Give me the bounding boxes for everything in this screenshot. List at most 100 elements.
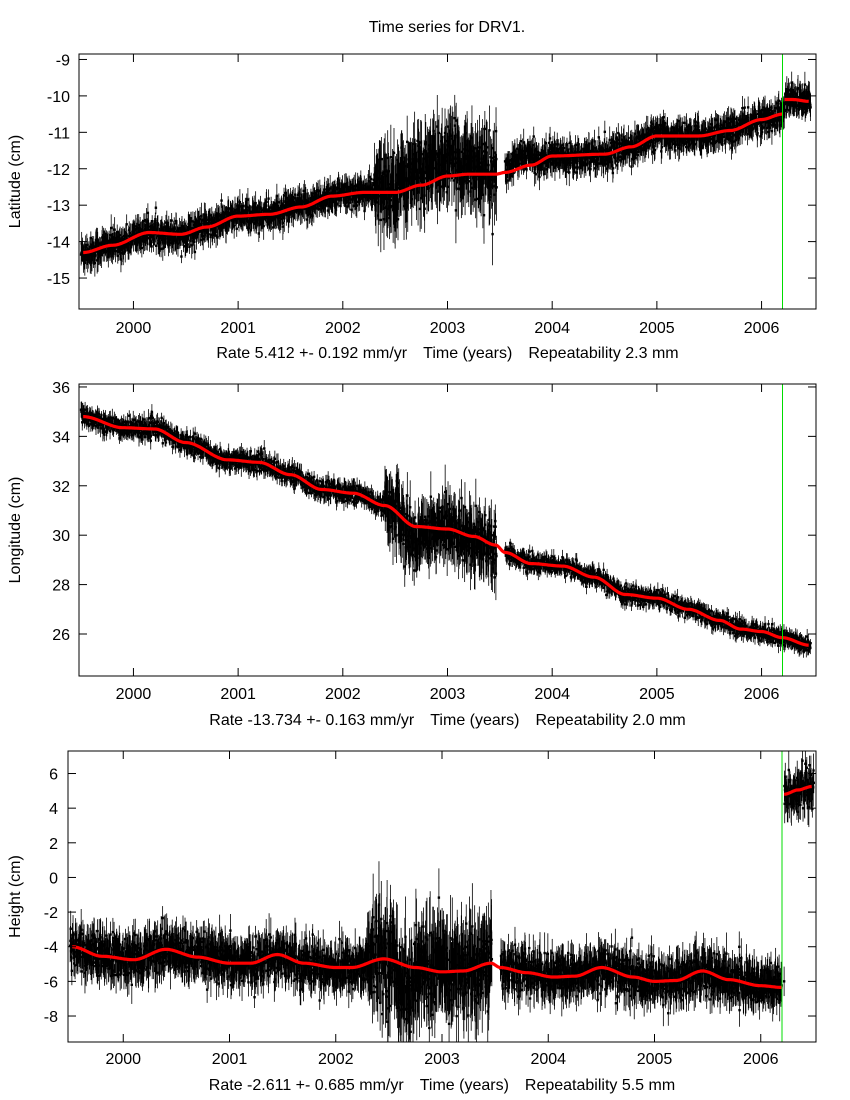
data-point [644, 133, 647, 136]
data-point [756, 122, 760, 126]
data-point [495, 186, 498, 189]
data-point [575, 171, 578, 174]
data-point [172, 238, 175, 242]
data-point [300, 212, 304, 215]
data-point [615, 164, 619, 167]
data-point [181, 238, 184, 241]
data-point [533, 171, 536, 175]
data-point [561, 143, 564, 147]
data-point [452, 156, 455, 159]
data-point [407, 178, 410, 181]
data-point [657, 128, 661, 132]
data-point [188, 222, 191, 226]
data-point [118, 245, 121, 248]
data-point [611, 139, 614, 142]
data-point [515, 160, 519, 163]
data-point [187, 221, 191, 224]
data-point [464, 131, 467, 135]
data-point [729, 117, 733, 121]
data-point [631, 157, 634, 161]
data-point [109, 233, 112, 237]
data-point [609, 157, 613, 161]
data-point [506, 163, 509, 166]
data-point [333, 189, 337, 193]
data-point [216, 212, 219, 215]
data-point [357, 200, 360, 204]
data-point [460, 150, 464, 154]
data-point [760, 113, 764, 116]
data-point [190, 244, 193, 247]
data-point [322, 203, 325, 206]
data-point [106, 239, 109, 242]
data-point [140, 246, 144, 250]
data-point [740, 130, 744, 133]
data-point [684, 128, 688, 132]
data-point [715, 124, 719, 128]
data-point [410, 171, 413, 174]
data-point [570, 145, 573, 149]
data-point [254, 201, 257, 205]
data-point [230, 218, 233, 221]
data-point [542, 151, 545, 155]
data-point [246, 198, 250, 201]
data-point [399, 181, 403, 185]
data-point [206, 230, 210, 234]
data-point [293, 193, 297, 196]
data-point [413, 142, 416, 146]
data-point [260, 207, 263, 210]
data-point [617, 155, 621, 159]
data-point [389, 155, 393, 159]
data-point [454, 209, 458, 212]
data-point [416, 190, 420, 194]
data-point [282, 194, 286, 197]
data-point [534, 173, 537, 176]
data-point [238, 205, 241, 208]
data-point [456, 150, 460, 154]
data-point [672, 126, 675, 129]
data-point [465, 157, 468, 160]
data-point [582, 164, 586, 167]
data-point [408, 182, 412, 185]
data-point [353, 185, 356, 188]
data-point [379, 218, 383, 222]
data-point [729, 131, 732, 135]
data-point [606, 167, 609, 170]
data-point [767, 130, 770, 134]
data-point [473, 167, 477, 170]
data-point [165, 234, 168, 237]
data-point [261, 220, 265, 224]
data-point [650, 121, 653, 124]
data-point [116, 241, 119, 244]
data-point [561, 158, 564, 161]
data-point [622, 140, 625, 143]
data-point [611, 160, 614, 164]
data-point [275, 215, 278, 218]
data-point [115, 245, 119, 249]
data-point [98, 242, 101, 245]
data-point [113, 242, 116, 245]
data-point [622, 152, 625, 156]
data-point [493, 151, 496, 154]
data-point [622, 135, 626, 139]
data-point [743, 106, 746, 109]
data-point [354, 184, 357, 188]
data-point [109, 226, 113, 230]
data-point [143, 218, 147, 222]
data-point [186, 243, 189, 246]
data-point [491, 165, 495, 168]
data-point [150, 228, 154, 232]
data-point [167, 244, 170, 247]
data-point [413, 177, 417, 181]
data-point [116, 238, 120, 241]
data-point [474, 155, 477, 158]
data-point [669, 140, 672, 143]
data-point [620, 134, 623, 137]
data-point [660, 124, 663, 127]
data-point [685, 125, 689, 129]
data-point [445, 139, 448, 143]
data-point [613, 154, 617, 158]
data-point [363, 184, 366, 187]
data-point [340, 188, 343, 191]
data-point [446, 185, 449, 189]
data-point [607, 158, 611, 161]
